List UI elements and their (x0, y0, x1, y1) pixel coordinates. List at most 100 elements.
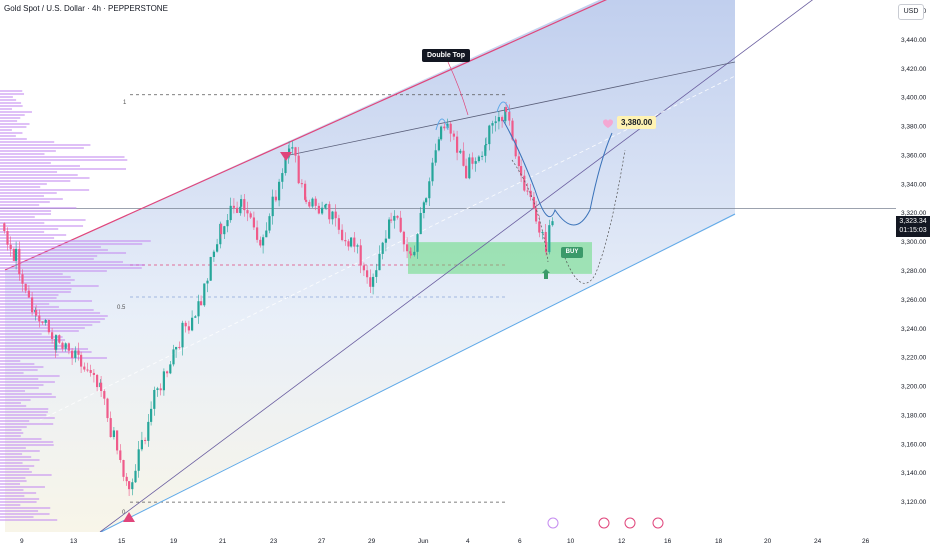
lightning-icon[interactable] (547, 517, 559, 529)
target-price-label[interactable]: 3,380.00 (617, 116, 657, 129)
volume-profile-bar (0, 195, 44, 197)
candle-body (443, 126, 446, 129)
candle-body (508, 111, 511, 121)
us-flag-icon[interactable] (598, 517, 610, 529)
volume-profile-bar (0, 318, 105, 320)
candle-body (256, 227, 259, 240)
volume-profile-bar (0, 207, 77, 209)
candle-body (243, 199, 246, 211)
volume-profile-bar (0, 240, 151, 242)
candle-body (344, 240, 347, 242)
candle-body (477, 156, 480, 162)
volume-profile-bar (0, 132, 23, 134)
resistance-trendline[interactable] (284, 61, 736, 157)
volume-profile-bar (0, 387, 39, 389)
channel-bottom-line[interactable] (94, 213, 736, 536)
volume-profile-bar (0, 231, 45, 233)
candle-body (184, 322, 187, 327)
candle-body (172, 349, 175, 365)
candle-body (452, 133, 455, 137)
candle-body (409, 251, 412, 254)
candle-body (89, 370, 92, 373)
volume-profile-bar (0, 129, 12, 131)
y-axis-tick: 3,340.00 (901, 181, 927, 188)
candle-body (317, 205, 320, 214)
candle-body (226, 220, 229, 227)
candle-body (459, 150, 462, 153)
candle-body (419, 212, 422, 235)
x-axis-tick: Jun (418, 538, 429, 545)
symbol-title[interactable]: Gold Spot / U.S. Dollar · 4h · PEPPERSTO… (4, 4, 168, 13)
candle-body (491, 123, 494, 126)
volume-profile-bar (0, 450, 40, 452)
candle-body (125, 476, 128, 482)
volume-profile-bar (0, 189, 90, 191)
candle-body (416, 234, 419, 252)
candle-body (236, 207, 239, 213)
candle-body (462, 150, 465, 166)
volume-profile-bar (0, 165, 80, 167)
buy-label[interactable]: BUY (561, 247, 583, 258)
volume-profile-bar (0, 204, 40, 206)
candle-body (324, 204, 327, 208)
volume-profile-bar (0, 393, 52, 395)
volume-profile-bar (0, 276, 71, 278)
volume-profile-bar (0, 300, 93, 302)
volume-profile-bar (0, 114, 25, 116)
volume-profile-bar (0, 405, 27, 407)
volume-profile-bar (0, 213, 52, 215)
candle-body (359, 245, 362, 266)
candle-body (366, 270, 369, 278)
us-flag-icon[interactable] (624, 517, 636, 529)
candle-body (372, 276, 375, 287)
candle-body (425, 198, 428, 203)
volume-profile-bar (0, 468, 30, 470)
candle-body (67, 343, 70, 351)
volume-profile-bar (0, 495, 25, 497)
candle-body (61, 342, 64, 349)
volume-profile-bar (0, 168, 127, 170)
candle-body (548, 225, 551, 253)
volume-profile-bar (0, 513, 50, 515)
currency-button[interactable]: USD (898, 4, 924, 20)
volume-profile-bar (0, 417, 55, 419)
candle-body (159, 388, 162, 391)
candle-body (369, 277, 372, 287)
volume-profile-bar (0, 489, 24, 491)
y-axis-tick: 3,180.00 (901, 412, 927, 419)
candle-body (197, 301, 200, 317)
candle-body (259, 239, 262, 246)
y-axis-panel (896, 0, 932, 550)
candle-body (545, 241, 548, 253)
candle-body (384, 238, 387, 243)
volume-profile-bar (0, 147, 84, 149)
y-axis-tick: 3,220.00 (901, 355, 927, 362)
volume-profile-bar (0, 516, 34, 518)
volume-profile-bar (0, 351, 92, 353)
volume-profile-bar (0, 414, 47, 416)
volume-profile-bar (0, 306, 59, 308)
volume-profile-bar (0, 216, 35, 218)
candle-body (262, 237, 265, 246)
candle-body (544, 231, 547, 242)
us-flag-icon[interactable] (652, 517, 664, 529)
double-top-arc-1 (435, 118, 449, 131)
candle-body (446, 123, 449, 129)
channel-top-line[interactable] (4, 0, 610, 271)
volume-profile-bar (0, 408, 49, 410)
candle-body (334, 211, 337, 219)
candle-body (58, 335, 61, 343)
candle-body (268, 216, 271, 231)
candle-body (456, 136, 459, 153)
support-trendline[interactable] (99, 0, 815, 533)
candle-body (362, 265, 365, 271)
volume-profile-bar (0, 324, 93, 326)
volume-profile-bar (0, 255, 98, 257)
candle-body (523, 175, 526, 191)
double-top-label[interactable]: Double Top (422, 49, 470, 62)
candle-body (21, 274, 24, 284)
x-axis-tick: 24 (814, 538, 822, 545)
candle-body (38, 315, 41, 322)
candle-body (41, 321, 44, 323)
